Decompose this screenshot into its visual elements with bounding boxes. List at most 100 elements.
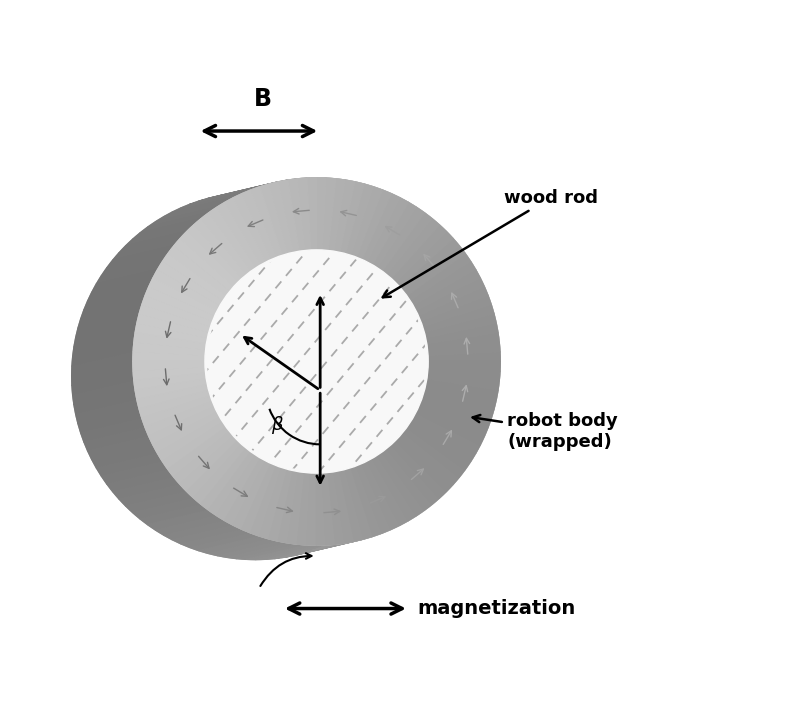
- Polygon shape: [371, 219, 439, 239]
- Polygon shape: [303, 184, 373, 201]
- Circle shape: [143, 265, 367, 487]
- Polygon shape: [194, 455, 261, 473]
- Polygon shape: [359, 322, 422, 341]
- Polygon shape: [135, 323, 207, 344]
- Polygon shape: [311, 455, 377, 473]
- Polygon shape: [226, 179, 297, 194]
- Polygon shape: [416, 278, 484, 316]
- Polygon shape: [328, 179, 345, 251]
- Polygon shape: [425, 314, 496, 338]
- Polygon shape: [346, 296, 410, 315]
- Polygon shape: [355, 208, 425, 227]
- Polygon shape: [133, 342, 206, 356]
- Polygon shape: [200, 458, 266, 475]
- Polygon shape: [377, 452, 425, 515]
- Polygon shape: [210, 257, 276, 274]
- Polygon shape: [407, 254, 471, 301]
- Polygon shape: [387, 445, 439, 504]
- Polygon shape: [96, 453, 163, 476]
- Polygon shape: [251, 187, 282, 257]
- Polygon shape: [275, 179, 345, 194]
- Polygon shape: [317, 473, 326, 545]
- Polygon shape: [342, 427, 407, 446]
- Polygon shape: [139, 390, 210, 418]
- Polygon shape: [382, 213, 432, 275]
- Polygon shape: [144, 350, 206, 370]
- Polygon shape: [168, 427, 230, 477]
- Polygon shape: [145, 287, 214, 322]
- Polygon shape: [181, 529, 251, 547]
- Polygon shape: [403, 427, 465, 477]
- Polygon shape: [209, 452, 256, 515]
- Polygon shape: [362, 461, 400, 529]
- Polygon shape: [232, 471, 299, 486]
- Polygon shape: [403, 246, 465, 296]
- Polygon shape: [334, 283, 400, 301]
- Polygon shape: [413, 270, 480, 311]
- Polygon shape: [430, 409, 494, 432]
- Polygon shape: [189, 268, 256, 286]
- Polygon shape: [134, 373, 206, 390]
- Polygon shape: [284, 541, 355, 557]
- Polygon shape: [81, 296, 145, 319]
- Polygon shape: [145, 401, 214, 436]
- Polygon shape: [146, 385, 209, 405]
- Polygon shape: [427, 333, 499, 350]
- Polygon shape: [438, 362, 501, 385]
- Polygon shape: [172, 436, 238, 455]
- Polygon shape: [137, 385, 209, 409]
- Polygon shape: [73, 381, 135, 405]
- Polygon shape: [362, 327, 425, 347]
- Polygon shape: [193, 445, 247, 504]
- Polygon shape: [145, 379, 207, 399]
- Polygon shape: [243, 473, 311, 487]
- Polygon shape: [428, 352, 501, 362]
- Polygon shape: [284, 180, 355, 196]
- Polygon shape: [180, 436, 238, 492]
- Polygon shape: [238, 472, 305, 487]
- Polygon shape: [288, 472, 305, 544]
- Polygon shape: [84, 287, 149, 310]
- Polygon shape: [215, 466, 282, 482]
- Polygon shape: [306, 262, 372, 279]
- Polygon shape: [293, 182, 364, 199]
- Polygon shape: [118, 484, 187, 506]
- Polygon shape: [187, 225, 242, 283]
- Polygon shape: [149, 396, 212, 416]
- Polygon shape: [427, 418, 491, 442]
- Polygon shape: [187, 440, 242, 498]
- Polygon shape: [364, 338, 427, 359]
- Polygon shape: [321, 448, 387, 466]
- Polygon shape: [242, 190, 276, 260]
- Polygon shape: [153, 407, 217, 427]
- Polygon shape: [272, 251, 340, 267]
- Polygon shape: [168, 246, 230, 296]
- Polygon shape: [355, 510, 425, 530]
- Polygon shape: [147, 390, 210, 411]
- Polygon shape: [410, 417, 476, 461]
- Polygon shape: [78, 409, 142, 432]
- Polygon shape: [385, 231, 453, 253]
- Polygon shape: [198, 536, 269, 553]
- Polygon shape: [372, 455, 417, 521]
- Polygon shape: [367, 350, 428, 370]
- Polygon shape: [342, 291, 407, 310]
- Polygon shape: [334, 180, 355, 252]
- Polygon shape: [137, 314, 209, 338]
- Polygon shape: [146, 333, 209, 353]
- Polygon shape: [391, 225, 447, 283]
- Polygon shape: [92, 270, 157, 293]
- Polygon shape: [132, 498, 201, 518]
- Polygon shape: [145, 338, 207, 359]
- Polygon shape: [387, 219, 439, 278]
- Polygon shape: [217, 180, 288, 196]
- Polygon shape: [364, 385, 426, 405]
- Polygon shape: [185, 271, 251, 289]
- Polygon shape: [106, 469, 174, 492]
- Polygon shape: [144, 344, 206, 364]
- Polygon shape: [330, 194, 400, 213]
- Polygon shape: [156, 515, 225, 535]
- Polygon shape: [414, 270, 480, 293]
- Polygon shape: [92, 445, 157, 468]
- Polygon shape: [355, 311, 418, 330]
